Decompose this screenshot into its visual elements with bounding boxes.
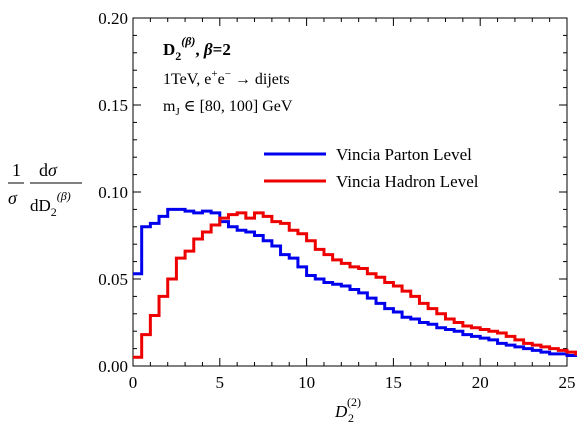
y-tick-label: 0.00 (98, 357, 128, 376)
svg-text:σ: σ (8, 188, 18, 208)
annotation-block: D2(β), β=2 1TeV, e+e− → dijets mJ ∈ [80,… (163, 34, 293, 118)
legend-label-parton: Vincia Parton Level (336, 145, 472, 164)
series-hadron-level (133, 211, 577, 359)
x-tick-label: 0 (129, 373, 138, 392)
legend: Vincia Parton Level Vincia Hadron Level (264, 145, 479, 191)
x-tick-label: 15 (385, 373, 402, 392)
x-axis-label: D 2 (2) (334, 395, 361, 425)
annotation-line1: 1TeV, e+e− → dijets (163, 68, 290, 88)
y-tick-label: 0.05 (98, 270, 128, 289)
axis-ticks: 0 5 10 15 20 25 0.00 0.05 0.10 0.15 0.20 (98, 9, 575, 392)
annotation-title: D2(β), β=2 (163, 34, 231, 63)
svg-text:2: 2 (348, 411, 354, 425)
y-tick-label: 0.15 (98, 96, 128, 115)
x-tick-label: 25 (559, 373, 576, 392)
x-tick-label: 5 (216, 373, 225, 392)
svg-text:D: D (334, 402, 348, 421)
svg-text:dσ: dσ (39, 160, 58, 180)
x-tick-label: 10 (298, 373, 315, 392)
series-group (133, 207, 577, 359)
svg-text:(2): (2) (347, 395, 361, 409)
y-axis-label: 1 σ dσ dD2(β) (8, 160, 82, 219)
legend-label-hadron: Vincia Hadron Level (336, 172, 479, 191)
x-tick-label: 20 (472, 373, 489, 392)
y-tick-label: 0.20 (98, 9, 128, 28)
svg-text:1: 1 (12, 160, 21, 180)
series-parton-level (133, 207, 577, 358)
annotation-line2: mJ ∈ [80, 100] GeV (163, 98, 293, 118)
svg-text:dD2(β): dD2(β) (30, 189, 71, 219)
y-tick-label: 0.10 (98, 183, 128, 202)
